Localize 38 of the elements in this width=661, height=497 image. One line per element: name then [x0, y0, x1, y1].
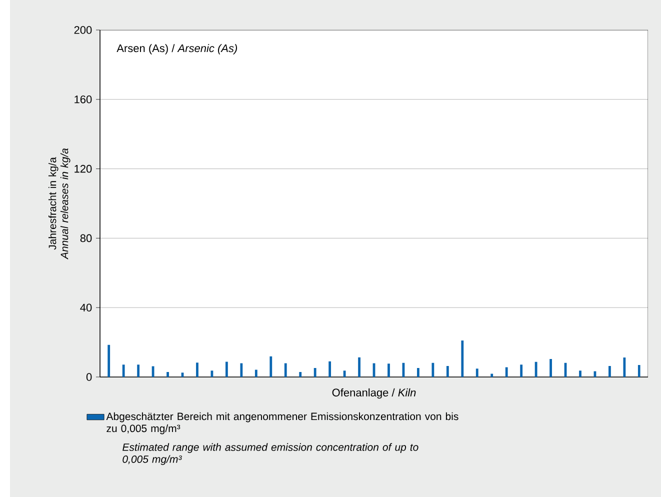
bar: [328, 361, 332, 377]
y-tick-label: 40: [80, 304, 92, 312]
bar: [505, 367, 508, 377]
bar: [476, 368, 478, 377]
y-tick-label: 200: [74, 26, 92, 34]
bar: [270, 356, 272, 377]
x-axis-title: Ofenanlage / Kiln: [332, 388, 416, 399]
bar: [196, 362, 198, 377]
bar: [254, 370, 258, 377]
text: Estimated range with assumed emission concentration of up to 0,005 mg/m³: [122, 443, 418, 465]
bar: [490, 374, 494, 377]
bar: [314, 368, 316, 377]
bar: [108, 344, 110, 377]
bar: [240, 363, 243, 377]
y-tick-label: 80: [80, 234, 92, 242]
bar: [284, 363, 287, 377]
bar: [122, 364, 125, 377]
bar: [166, 372, 169, 377]
bar: [137, 364, 140, 377]
bar: [446, 366, 449, 377]
bar: [520, 364, 523, 377]
bar: [432, 362, 434, 377]
bar: [579, 370, 582, 377]
text: Arsen (As) / Arsenic (As): [116, 44, 237, 54]
y-tick-label: 0: [86, 373, 92, 381]
y-axis-title: Jahresfracht in kg/a Annual releases in kg/a: [48, 148, 70, 260]
bar: [358, 357, 360, 377]
y-tick-label: 120: [74, 164, 92, 173]
y-tick-label: 160: [74, 96, 92, 104]
bar: [608, 366, 611, 377]
bar: [461, 340, 464, 377]
bar: [388, 364, 390, 377]
bar: [623, 358, 626, 377]
bar: [225, 362, 228, 377]
bar: [416, 368, 420, 377]
bar: [299, 372, 302, 377]
legend-label: Abgeschätzter Bereich mit angenommener Emissionskonzentration von bis zu 0,005 mg/m³: [106, 412, 458, 434]
bar: [550, 358, 552, 377]
